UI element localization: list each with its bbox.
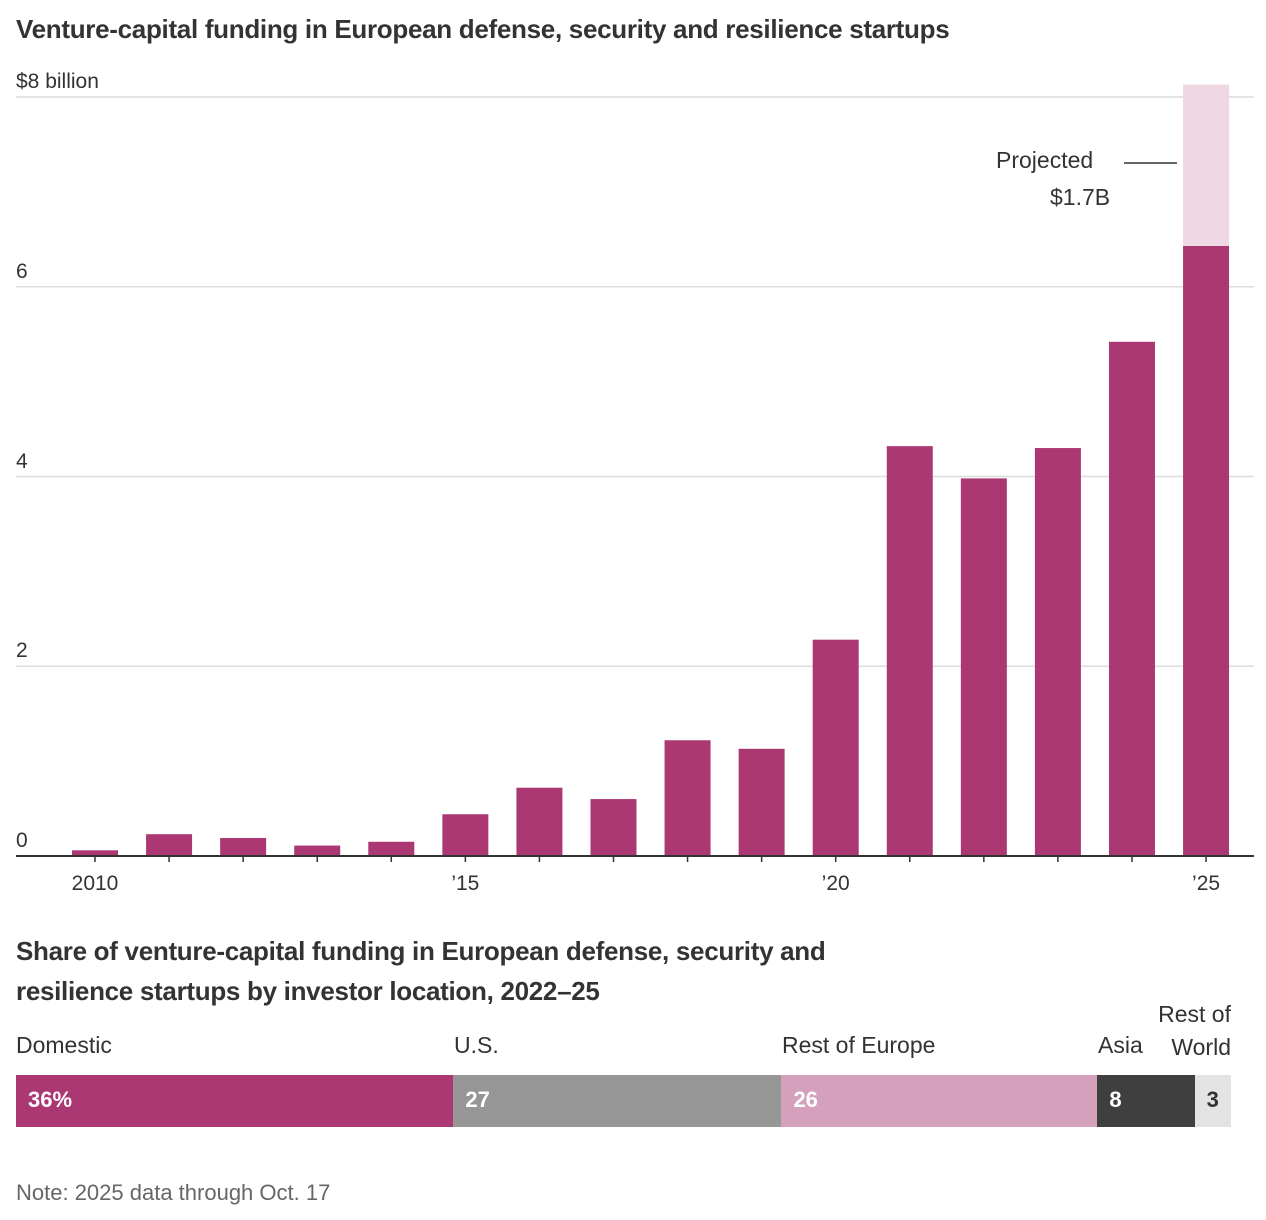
segment-value: 26 [793,1087,818,1112]
y-tick-label: $8 billion [16,70,99,93]
bar-2017 [590,799,637,856]
y-tick-label: 0 [16,829,28,852]
bar-2019 [738,748,785,856]
legend-rest-of-europe: Rest of Europe [782,1032,936,1058]
x-tick-label: ’15 [451,872,480,895]
projected-value: $1.7B [1050,184,1111,210]
bar-2015 [442,814,489,856]
bar-2010 [72,850,118,856]
bar-2023 [1034,448,1081,856]
legend-rest-of-world-line2: World [1171,1034,1231,1060]
x-tick-label: ’25 [1192,872,1221,895]
segment-rest-of-world: 3 [1194,1075,1231,1127]
segment-domestic: 36% [16,1075,454,1127]
note: Note: 2025 data through Oct. 17 [16,1180,331,1205]
legend-domestic: Domestic [16,1032,112,1058]
segment-value: 27 [465,1087,490,1112]
bar-2011 [146,834,193,856]
bar-2016 [516,787,563,856]
bar-2025 [1183,245,1230,857]
x-tick-label: ’20 [821,872,850,895]
segment-value: 8 [1109,1087,1122,1112]
projected-bar-2025 [1183,84,1230,246]
share-title-line2: resilience startups by investor location… [16,976,600,1006]
bar-2013 [294,845,341,856]
bar-2014 [368,841,415,856]
bar-2012 [220,837,267,856]
legend-us: U.S. [454,1032,499,1058]
y-tick-label: 2 [16,639,28,663]
legend-rest-of-world-line1: Rest of [1158,1001,1231,1027]
segment-rest-of-europe: 26 [781,1075,1098,1127]
bar-2022 [960,478,1007,856]
bar-2021 [886,446,933,856]
segment-asia: 8 [1097,1075,1195,1127]
bar-2018 [664,740,711,856]
bar-2024 [1108,341,1155,857]
segment-value: 36% [28,1087,73,1112]
share-title-line1: Share of venture-capital funding in Euro… [16,936,826,966]
x-tick-label: 2010 [71,872,119,895]
segment-value: 3 [1206,1087,1219,1112]
bar-2020 [812,639,859,856]
y-tick-label: 6 [16,259,28,283]
legend-asia: Asia [1098,1032,1143,1058]
projected-label: Projected [996,147,1094,173]
segment-u-s-: 27 [453,1075,782,1127]
bar-chart [16,84,1254,862]
y-tick-label: 4 [16,449,28,473]
chart-title: Venture-capital funding in European defe… [16,14,950,44]
